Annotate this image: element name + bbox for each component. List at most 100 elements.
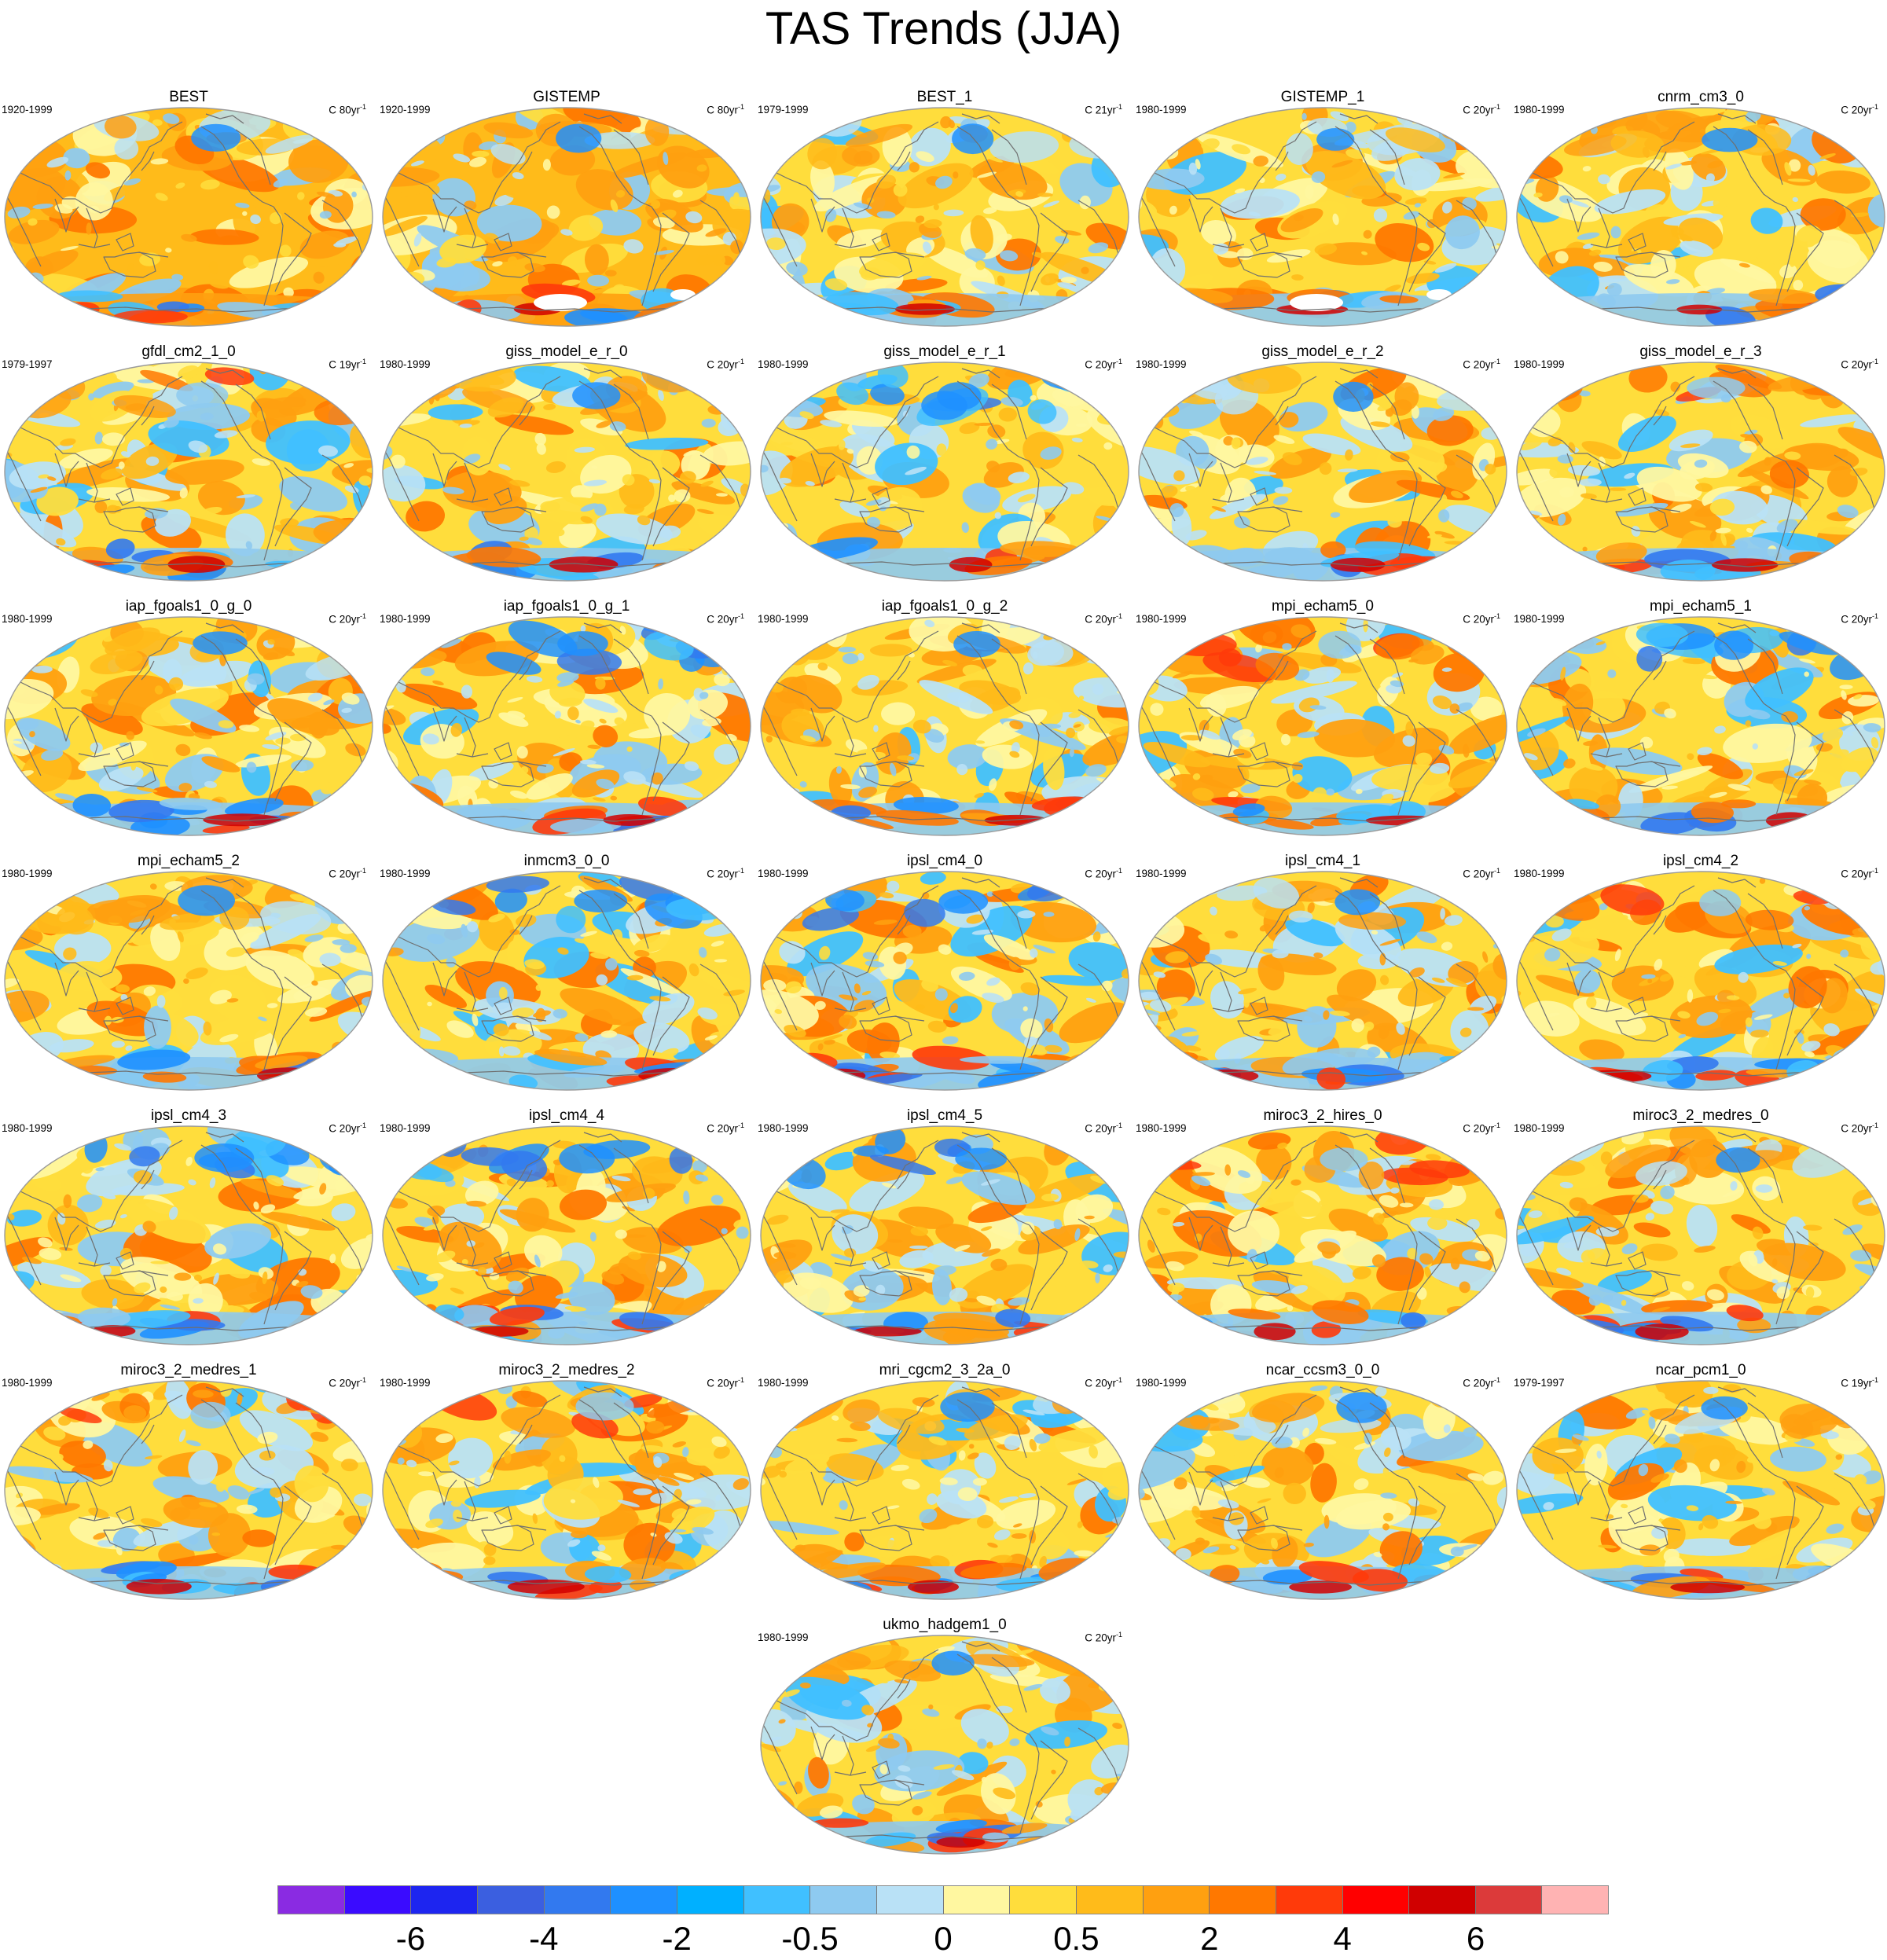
globe-map <box>756 615 1133 837</box>
trend-field <box>1095 868 1546 1105</box>
colorbar-swatch <box>944 1886 1011 1914</box>
panel-title: ipsl_cm4_2 <box>1512 853 1887 870</box>
colorbar-tick-label: 0 <box>934 1921 952 1957</box>
trend-field <box>1103 597 1535 853</box>
colorbar-swatch <box>478 1886 545 1914</box>
chart-title: TAS Trends (JJA) <box>0 2 1887 57</box>
globe-map <box>756 361 1133 582</box>
panel-title: mri_cgcm2_3_2a_0 <box>756 1362 1133 1379</box>
trend-field <box>1093 93 1537 336</box>
globe-map <box>1512 106 1887 328</box>
globe-map <box>378 361 755 582</box>
trend-field <box>714 90 1173 342</box>
panel-title: iap_fgoals1_0_g_0 <box>0 598 377 615</box>
colorbar-swatch <box>1077 1886 1144 1914</box>
globe-map <box>378 1125 755 1346</box>
panel-title: giss_model_e_r_2 <box>1134 343 1511 361</box>
trend-field <box>1489 1360 1887 1609</box>
panel-title: giss_model_e_r_3 <box>1512 343 1887 361</box>
globe-map <box>1512 870 1887 1092</box>
panel-title: mpi_echam5_1 <box>1512 598 1887 615</box>
panel-title: BEST_1 <box>756 89 1133 106</box>
globe-map <box>0 106 377 328</box>
panel-title: inmcm3_0_0 <box>378 853 755 870</box>
colorbar-swatch <box>1276 1886 1343 1914</box>
colorbar-swatch <box>1343 1886 1410 1914</box>
trend-field <box>0 853 407 1107</box>
globe-map <box>0 1125 377 1346</box>
globe-map <box>378 106 755 328</box>
trend-field <box>362 1367 783 1613</box>
colorbar-tick-label: -6 <box>396 1921 425 1957</box>
trend-field <box>1489 1114 1887 1356</box>
globe-map <box>1134 1125 1511 1346</box>
panel-title: ipsl_cm4_4 <box>378 1107 755 1125</box>
globe-map <box>756 1379 1133 1601</box>
colorbar <box>277 1885 1609 1914</box>
panel-title: iap_fgoals1_0_g_2 <box>756 598 1133 615</box>
trend-field <box>0 1363 406 1620</box>
panel-title: ncar_ccsm3_0_0 <box>1134 1362 1511 1379</box>
panel-title: BEST <box>0 89 377 106</box>
globe-map <box>1134 106 1511 328</box>
globe-map <box>1512 361 1887 582</box>
trend-field <box>730 868 1156 1102</box>
trend-field <box>1496 360 1887 589</box>
panel-title: miroc3_2_medres_1 <box>0 1362 377 1379</box>
panel-title: GISTEMP_1 <box>1134 89 1511 106</box>
panel-title: giss_model_e_r_1 <box>756 343 1133 361</box>
globe-map <box>0 361 377 582</box>
panel-title: mpi_echam5_2 <box>0 853 377 870</box>
panel-title: gfdl_cm2_1_0 <box>0 343 377 361</box>
trend-field <box>358 858 784 1109</box>
globe-map <box>378 615 755 837</box>
globe-map <box>756 106 1133 328</box>
colorbar-swatch <box>1210 1886 1276 1914</box>
trend-field <box>1496 870 1887 1104</box>
colorbar-swatch <box>1144 1886 1210 1914</box>
colorbar-swatch <box>1409 1886 1476 1914</box>
globe-map <box>0 870 377 1092</box>
trend-field <box>362 1117 794 1366</box>
colorbar-tick-label: 6 <box>1467 1921 1485 1957</box>
panel-title: ipsl_cm4_0 <box>756 853 1133 870</box>
panel-title: miroc3_2_medres_0 <box>1512 1107 1887 1125</box>
globe-map <box>756 870 1133 1092</box>
colorbar-swatch <box>278 1886 345 1914</box>
globe-map <box>1512 1125 1887 1346</box>
trend-field <box>733 1118 1163 1351</box>
globe-map <box>756 1634 1133 1855</box>
trend-field <box>731 1371 1166 1621</box>
trend-field <box>362 342 774 593</box>
colorbar-swatch <box>345 1886 412 1914</box>
panel-title: ukmo_hadgem1_0 <box>756 1617 1133 1634</box>
trend-field <box>1104 1125 1527 1359</box>
panel-title: ipsl_cm4_3 <box>0 1107 377 1125</box>
panel-title: mpi_echam5_0 <box>1134 598 1511 615</box>
colorbar-swatch <box>611 1886 677 1914</box>
colorbar-swatch <box>1476 1886 1543 1914</box>
panel-title: ipsl_cm4_1 <box>1134 853 1511 870</box>
colorbar-tick-label: 0.5 <box>1053 1921 1099 1957</box>
trend-field <box>720 595 1162 853</box>
panel-title: giss_model_e_r_0 <box>378 343 755 361</box>
